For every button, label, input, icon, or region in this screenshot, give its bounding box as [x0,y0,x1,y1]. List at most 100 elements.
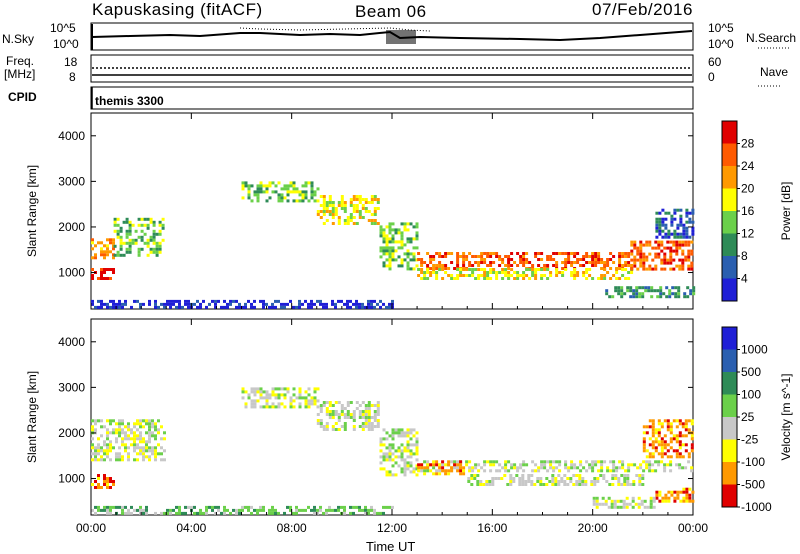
velocity-cell [262,508,265,512]
power-cell [669,249,673,253]
power-cell [137,247,141,251]
power-cell [328,198,332,201]
power-cell [555,268,559,271]
velocity-cell [625,496,629,500]
power-cell [642,261,646,265]
power-cell [400,246,404,250]
power-cell [676,232,680,236]
power-cell [570,252,574,255]
velocity-cell [133,440,136,444]
velocity-cell [588,466,592,470]
power-cell [229,299,232,303]
velocity-cell [367,413,371,416]
power-cell [507,271,511,274]
power-cell [241,187,245,191]
power-cell [277,193,281,197]
power-cell [340,204,344,207]
power-cell [522,255,526,258]
velocity-cell [244,390,248,394]
velocity-cell [537,466,541,470]
velocity-cell [415,431,419,435]
velocity-cell [382,458,386,462]
velocity-cell [593,477,597,480]
power-cell [677,292,681,296]
velocity-cell [675,452,679,456]
power-cell [415,237,419,241]
velocity-cell [292,511,295,515]
velocity-cell [316,413,320,416]
power-cell [492,261,496,264]
velocity-cell [471,466,475,470]
power-cell [483,268,487,271]
velocity-cell [489,463,493,467]
velocity-ytick-label: 4000 [58,335,85,349]
power-cell [582,255,586,258]
power-cell [331,201,335,204]
power-cell [630,264,634,267]
power-cell [352,204,356,207]
velocity-cell [385,437,389,441]
power-cell [585,261,589,264]
velocity-cell [250,402,254,406]
power-cell [152,250,156,254]
velocity-cell [100,419,103,423]
power-cell [689,292,693,296]
power-cell [214,299,217,303]
velocity-cell [304,396,308,400]
velocity-cell [115,455,118,459]
velocity-cell [358,505,361,509]
power-cell [199,302,202,306]
power-cell [367,299,370,303]
power-cell [655,217,659,221]
velocity-cell [479,483,483,486]
power-cell [289,181,293,185]
velocity-cell [476,480,480,483]
power-cell [537,258,541,261]
velocity-cell [385,452,389,456]
power-cell [534,252,538,255]
velocity-cell [673,490,677,494]
velocity-cell [426,460,430,464]
power-cell [576,252,580,255]
time-tick-label: 04:00 [176,521,206,535]
velocity-band [316,401,380,431]
power-cell [262,184,266,188]
power-cell [298,193,302,197]
power-cell [140,217,144,221]
velocity-cell [614,474,618,477]
velocity-cell [325,511,328,515]
velocity-cell [690,466,694,470]
velocity-cell [560,480,564,483]
power-cell [376,207,380,210]
velocity-cell [415,467,419,471]
velocity-cell [625,502,629,506]
power-cell [322,302,325,306]
power-cell [504,264,508,267]
power-cell [169,305,172,309]
power-cell [310,187,314,191]
velocity-cell [100,458,103,462]
power-cell [244,181,248,185]
velocity-cell [527,477,531,480]
power-cell [597,261,601,264]
velocity-cell [415,452,419,456]
power-cell [477,277,481,280]
power-cell [364,198,368,201]
velocity-cell [97,505,100,509]
velocity-cell [325,413,329,416]
velocity-cell [509,477,513,480]
power-cell [149,247,153,251]
power-cell [429,258,433,261]
velocity-cell [654,428,658,432]
velocity-cell [673,499,677,503]
power-cell [262,302,265,306]
velocity-cell [253,399,257,403]
power-cell [627,255,631,258]
power-cell [655,211,659,215]
power-cell [283,305,286,309]
power-cell [268,184,272,188]
velocity-cell [546,469,550,473]
velocity-cell [423,460,427,464]
power-cell [438,268,442,271]
power-cell [438,252,442,255]
